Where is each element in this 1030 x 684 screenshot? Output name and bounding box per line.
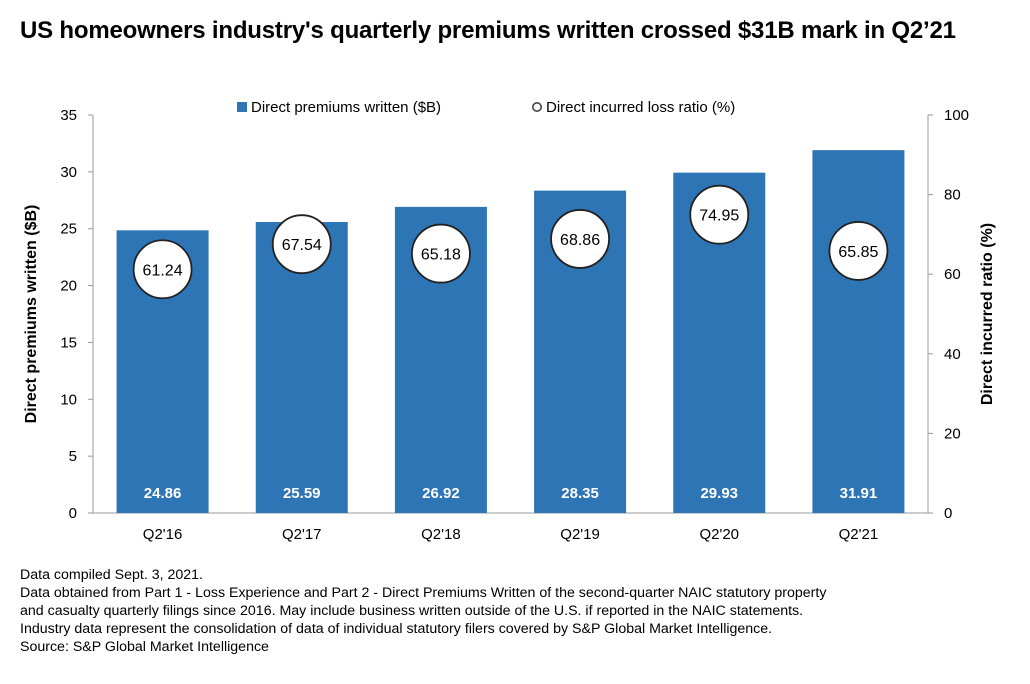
legend-circle-label: Direct incurred loss ratio (%) — [546, 99, 735, 116]
loss-ratio-marker — [411, 223, 471, 284]
bars-group — [116, 150, 905, 514]
x-tick-label: Q2'21 — [839, 526, 879, 543]
legend-circle-swatch — [531, 102, 542, 113]
right-tick-label: 60 — [944, 266, 961, 283]
right-tick-label: 80 — [944, 187, 961, 204]
loss-ratio-label: 67.54 — [282, 237, 322, 254]
loss-ratio-label: 65.85 — [838, 244, 878, 261]
right-tick-label: 100 — [944, 107, 969, 124]
right-axis-ticks: 0 20 40 60 80 100 — [928, 107, 969, 522]
loss-ratio-marker — [550, 209, 610, 269]
left-tick-label: 20 — [60, 278, 77, 295]
chart: 0 5 10 15 20 25 30 35 0 20 40 60 80 100 24.86 25.59 26… — [23, 99, 996, 543]
loss-ratio-marker — [271, 214, 332, 275]
x-tick-label: Q2'20 — [699, 526, 739, 543]
legend-bar-label: Direct premiums written ($B) — [251, 99, 441, 116]
loss-ratio-label: 74.95 — [699, 208, 739, 225]
right-tick-label: 0 — [944, 505, 952, 522]
left-tick-label: 25 — [60, 221, 77, 238]
legend: Direct premiums written ($B) Direct incu… — [237, 99, 735, 116]
footnote-line: Data obtained from Part 1 - Loss Experie… — [20, 585, 827, 601]
left-tick-label: 35 — [60, 107, 77, 124]
left-axis-ticks: 0 5 10 15 20 25 30 35 — [60, 107, 93, 522]
left-tick-label: 30 — [60, 164, 77, 181]
loss-ratio-marker — [689, 184, 750, 245]
left-tick-label: 5 — [69, 448, 77, 465]
x-axis-ticks: Q2'16 Q2'17 Q2'18 Q2'19 Q2'20 Q2'21 — [143, 526, 878, 543]
left-tick-label: 0 — [69, 505, 77, 522]
x-tick-label: Q2'18 — [421, 526, 461, 543]
right-tick-label: 20 — [944, 425, 961, 442]
loss-ratio-label: 68.86 — [560, 232, 600, 249]
loss-ratio-marker — [828, 221, 889, 281]
bar-value-label: 29.93 — [700, 485, 738, 502]
left-tick-label: 15 — [60, 334, 77, 351]
x-tick-label: Q2'19 — [560, 526, 600, 543]
bar-value-label: 31.91 — [840, 485, 878, 502]
legend-bar-swatch — [237, 102, 247, 112]
loss-ratio-label: 61.24 — [143, 262, 183, 279]
y-axis-label: Direct premiums written ($B) — [23, 205, 40, 424]
footnote-line: Source: S&P Global Market Intelligence — [20, 639, 269, 655]
bar-value-label: 26.92 — [422, 485, 460, 502]
footnote-line: Data compiled Sept. 3, 2021. — [20, 567, 203, 583]
y2-axis-label: Direct incurred ratio (%) — [979, 223, 996, 405]
x-tick-label: Q2'16 — [143, 526, 183, 543]
bar-value-label: 25.59 — [283, 485, 321, 502]
bar-value-label: 28.35 — [561, 485, 599, 502]
footnotes: Data compiled Sept. 3, 2021. Data obtain… — [20, 566, 1020, 656]
loss-ratio-marker — [132, 239, 193, 300]
bar — [812, 150, 905, 514]
left-tick-label: 10 — [60, 391, 77, 408]
loss-ratio-markers-group: 61.24 67.54 65.18 68.86 74.95 65.85 — [132, 184, 889, 300]
chart-title: US homeowners industry's quarterly premi… — [20, 17, 956, 44]
right-tick-label: 40 — [944, 346, 961, 363]
bar-value-label: 24.86 — [144, 485, 182, 502]
loss-ratio-label: 65.18 — [421, 247, 461, 264]
bar-labels-group: 24.86 25.59 26.92 28.35 29.93 31.91 — [144, 485, 877, 502]
footnote-line: Industry data represent the consolidatio… — [20, 621, 773, 637]
footnote-line: and casualty quarterly filings since 201… — [20, 603, 804, 619]
x-tick-label: Q2'17 — [282, 526, 322, 543]
